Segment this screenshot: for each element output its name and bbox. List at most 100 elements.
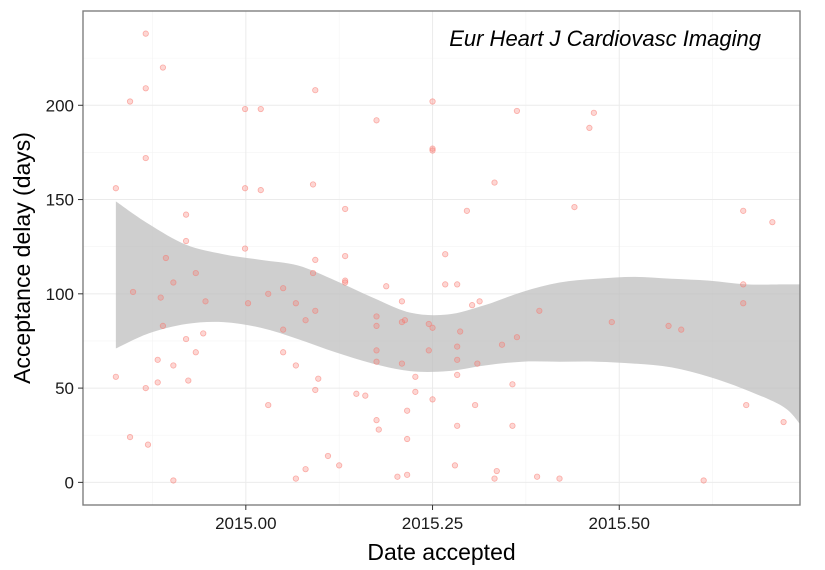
data-point [265,401,272,409]
data-point [373,313,380,320]
data-point [292,300,299,307]
axes: 0 50 100 150 200 2015.00 2015.25 2015.50 [46,96,650,533]
confidence-ribbon [115,201,801,424]
data-point [586,124,593,132]
y-tick-label: 100 [46,285,74,304]
x-axis-title: Date accepted [367,539,515,565]
data-point [182,335,190,343]
data-point [493,467,500,475]
data-point [491,179,498,186]
data-point [244,300,252,307]
data-point [509,381,516,388]
data-point [454,343,461,350]
data-point [241,185,249,192]
data-point [257,187,264,194]
data-point [463,207,470,214]
data-point [454,371,461,378]
data-point [312,87,319,94]
data-point [142,154,149,162]
data-point [200,330,207,337]
data-point [154,356,161,363]
data-point [491,475,498,482]
y-axis-title: Acceptance delay (days) [9,132,35,384]
x-tick-label: 2015.00 [215,514,276,533]
data-point [170,362,177,369]
data-point [162,254,169,262]
data-point [513,334,521,341]
data-point [743,401,750,409]
data-point [401,317,408,324]
x-tick-label: 2015.50 [589,514,650,533]
data-point [394,473,401,480]
data-point [170,279,177,286]
data-point [373,417,380,424]
data-point [740,207,747,214]
data-point [469,302,476,309]
data-point [536,307,543,314]
data-point [740,281,747,288]
data-point [476,298,483,305]
data-point [129,288,137,296]
data-point [571,203,578,211]
data-point [429,147,436,154]
data-point [292,475,299,482]
data-point [678,326,685,333]
data-point [608,319,615,326]
data-point [457,328,464,335]
data-point [454,422,461,429]
data-point [353,390,360,397]
data-point [142,85,149,92]
data-point [309,181,317,188]
data-point [472,401,479,409]
data-point [159,322,167,329]
data-point [451,462,459,469]
data-point [302,466,309,473]
data-point [159,64,167,71]
data-point [425,347,432,354]
data-point [342,279,349,286]
data-point [185,377,192,384]
data-point [442,281,449,288]
data-point [513,107,521,115]
data-point [454,281,461,288]
data-point [312,307,319,314]
data-point [302,317,309,324]
y-tick-label: 200 [46,96,74,115]
data-point [373,347,380,354]
data-point [590,109,597,116]
data-point [375,426,382,433]
x-tick-label: 2015.25 [402,514,463,533]
data-point [336,462,343,469]
data-point [398,298,406,305]
data-point [412,373,419,380]
data-point [373,117,380,124]
data-point [202,298,209,305]
data-point [533,473,541,480]
data-point [312,386,319,394]
data-point [182,211,190,218]
data-point [154,379,161,386]
data-point [398,360,406,367]
y-tick-label: 0 [65,473,74,492]
data-point [404,435,411,443]
data-point [241,245,249,252]
data-point [112,373,119,380]
data-point [429,98,436,105]
data-point [280,326,287,333]
data-point [257,105,264,113]
data-point [142,384,149,392]
data-point [280,285,287,292]
data-point [192,269,199,277]
data-point [412,388,419,395]
data-point [170,477,177,484]
data-point [383,283,390,290]
data-point [342,205,349,213]
data-point [740,300,747,307]
data-point [454,356,461,363]
data-point [315,375,322,382]
data-point [429,324,436,331]
data-point [769,219,776,226]
data-point [312,256,319,263]
data-point [192,349,199,356]
